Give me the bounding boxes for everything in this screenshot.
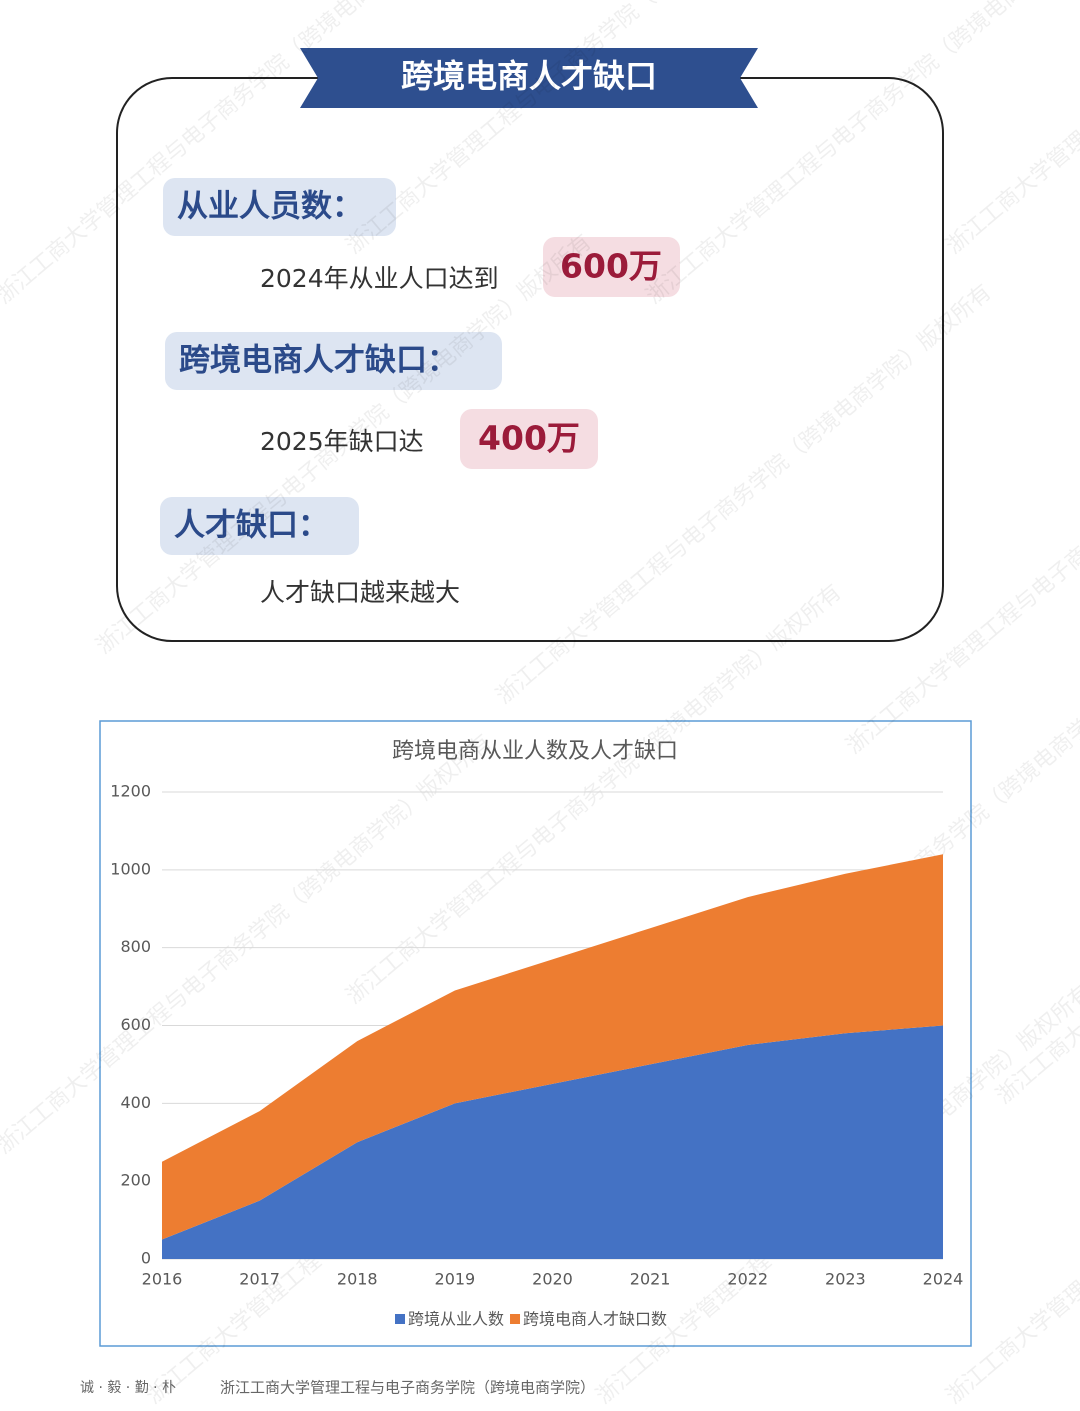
y-tick-label: 800 bbox=[120, 937, 151, 956]
y-tick-label: 200 bbox=[120, 1171, 151, 1190]
highlight-box bbox=[543, 237, 680, 297]
item-highlight: 600万 bbox=[560, 247, 662, 286]
chart-title: 跨境电商从业人数及人才缺口 bbox=[392, 739, 678, 764]
x-tick-label: 2018 bbox=[337, 1270, 378, 1289]
x-tick-label: 2022 bbox=[727, 1270, 768, 1289]
highlight-box bbox=[460, 409, 598, 469]
x-tick-label: 2024 bbox=[923, 1270, 964, 1289]
y-tick-label: 1200 bbox=[110, 782, 151, 801]
y-tick-label: 400 bbox=[120, 1093, 151, 1112]
label-box bbox=[163, 178, 396, 236]
item-highlight: 400万 bbox=[478, 419, 580, 458]
item-label: 跨境电商人才缺口： bbox=[179, 343, 458, 379]
label-box bbox=[165, 332, 502, 390]
card-title: 跨境电商人才缺口 bbox=[401, 57, 657, 95]
item-label: 从业人员数： bbox=[177, 189, 363, 225]
area bbox=[162, 854, 943, 1240]
legend-label: 跨境从业人数 bbox=[408, 1310, 504, 1329]
y-tick-label: 600 bbox=[120, 1015, 151, 1034]
x-tick-label: 2019 bbox=[435, 1270, 476, 1289]
y-tick-label: 1000 bbox=[110, 859, 151, 878]
legend-label: 跨境电商人才缺口数 bbox=[523, 1310, 667, 1329]
label-box bbox=[160, 497, 359, 555]
footer-org: 浙江工商大学管理工程与电子商务学院（跨境电商学院） bbox=[220, 1379, 595, 1397]
x-tick-label: 2017 bbox=[239, 1270, 280, 1289]
x-tick-label: 2023 bbox=[825, 1270, 866, 1289]
title-banner bbox=[300, 48, 758, 108]
area bbox=[162, 1025, 943, 1259]
legend-swatch bbox=[510, 1314, 521, 1324]
item-text: 2025年缺口达 bbox=[260, 427, 424, 456]
item-label: 人才缺口： bbox=[174, 508, 329, 544]
x-tick-label: 2016 bbox=[142, 1270, 183, 1289]
item-text: 2024年从业人口达到 bbox=[260, 264, 499, 293]
item-text: 人才缺口越来越大 bbox=[260, 578, 460, 607]
x-tick-label: 2021 bbox=[630, 1270, 671, 1289]
legend-swatch bbox=[395, 1314, 405, 1324]
footer-motto: 诚 · 毅 · 勤 · 朴 bbox=[80, 1379, 176, 1396]
x-tick-label: 2020 bbox=[532, 1270, 573, 1289]
y-tick-label: 0 bbox=[141, 1249, 151, 1268]
